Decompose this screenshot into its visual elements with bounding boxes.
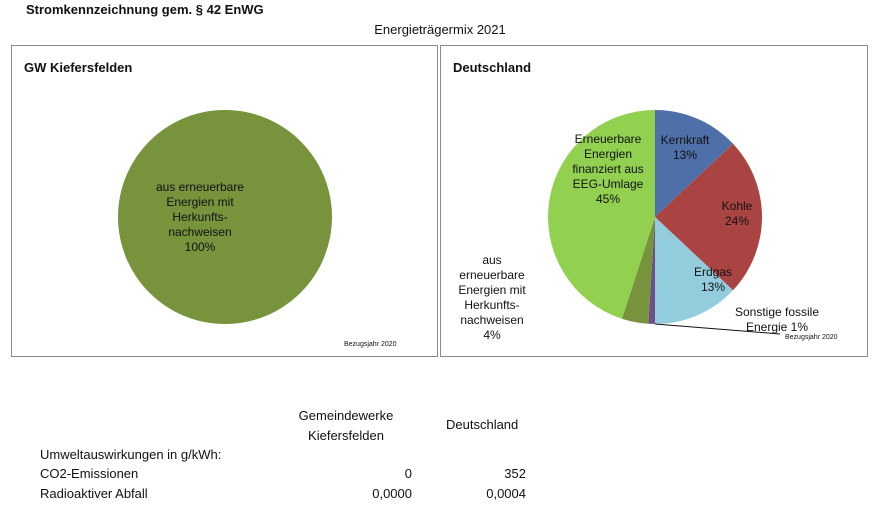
column-header-line: Gemeindewerke — [298, 408, 394, 423]
slice-label: Kohle 24% — [722, 199, 753, 228]
slice-label: Kernkraft 13% — [661, 133, 710, 162]
cell-co2-de: 352 — [504, 466, 526, 481]
column-header-line: Kiefersfelden — [308, 428, 384, 443]
chart-title: GW Kiefersfelden — [24, 60, 133, 75]
column-header-de: Deutschland — [446, 417, 519, 432]
cell-waste-de: 0,0004 — [486, 486, 526, 501]
chart-title: Deutschland — [453, 60, 532, 75]
slice-label: aus erneuerbare Energien mit Herkunfts-nac… — [156, 180, 244, 254]
section-label: Umweltauswirkungen in g/kWh: — [40, 447, 222, 462]
pie-slice-sonstige-fossile-energie — [648, 217, 655, 324]
pie-slice-aus-erneuerbare-energien-mit-herkunfts-nachweisen — [118, 110, 332, 324]
slice-label: Erdgas 13% — [694, 265, 732, 294]
reference-year-note: Bezugsjahr 2020 — [344, 341, 397, 348]
pie-slice-aus-erneuerbare-energien-mit-herkunfts-nachweisen — [621, 217, 655, 324]
slice-label: Erneuerbare Energien finanziert aus EEG-Uml… — [572, 132, 643, 206]
pie-slice-erneuerbare-energien-finanziert-aus-eeg-umlage — [547, 110, 655, 319]
slice-label: aus erneuerbare Energien mit Herkunfts-nach… — [458, 253, 526, 342]
slice-label: Sonstige fossile Energie 1% — [735, 305, 819, 334]
reference-year-note: Bezugsjahr 2020 — [785, 334, 838, 341]
row-label-radioactive-waste: Radioaktiver Abfall — [40, 486, 148, 501]
row-label-co2: CO2-Emissionen — [40, 466, 139, 481]
column-header-gw: Gemeindewerke Kiefersfelden — [291, 406, 401, 446]
page-title: Stromkennzeichnung gem. § 42 EnWG — [26, 2, 264, 17]
cell-co2-gw: 0 — [404, 466, 412, 481]
cell-waste-gw: 0,0000 — [372, 486, 412, 501]
pie-slice-kernkraft — [655, 110, 733, 217]
pie-slice-kohle — [655, 143, 762, 291]
leader-line — [654, 323, 781, 335]
chart-group-title: Energieträgermix 2021 — [374, 22, 506, 37]
pie-slice-erdgas — [655, 217, 733, 324]
